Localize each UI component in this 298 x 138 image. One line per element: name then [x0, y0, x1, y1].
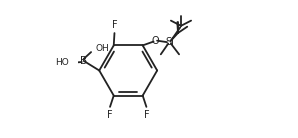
Text: Si: Si [165, 37, 174, 47]
Text: F: F [144, 110, 149, 120]
Text: O: O [151, 36, 159, 46]
Text: F: F [112, 20, 117, 30]
Text: OH: OH [95, 44, 109, 53]
Text: B: B [80, 56, 87, 66]
Text: F: F [107, 110, 113, 120]
Text: HO: HO [55, 58, 69, 67]
